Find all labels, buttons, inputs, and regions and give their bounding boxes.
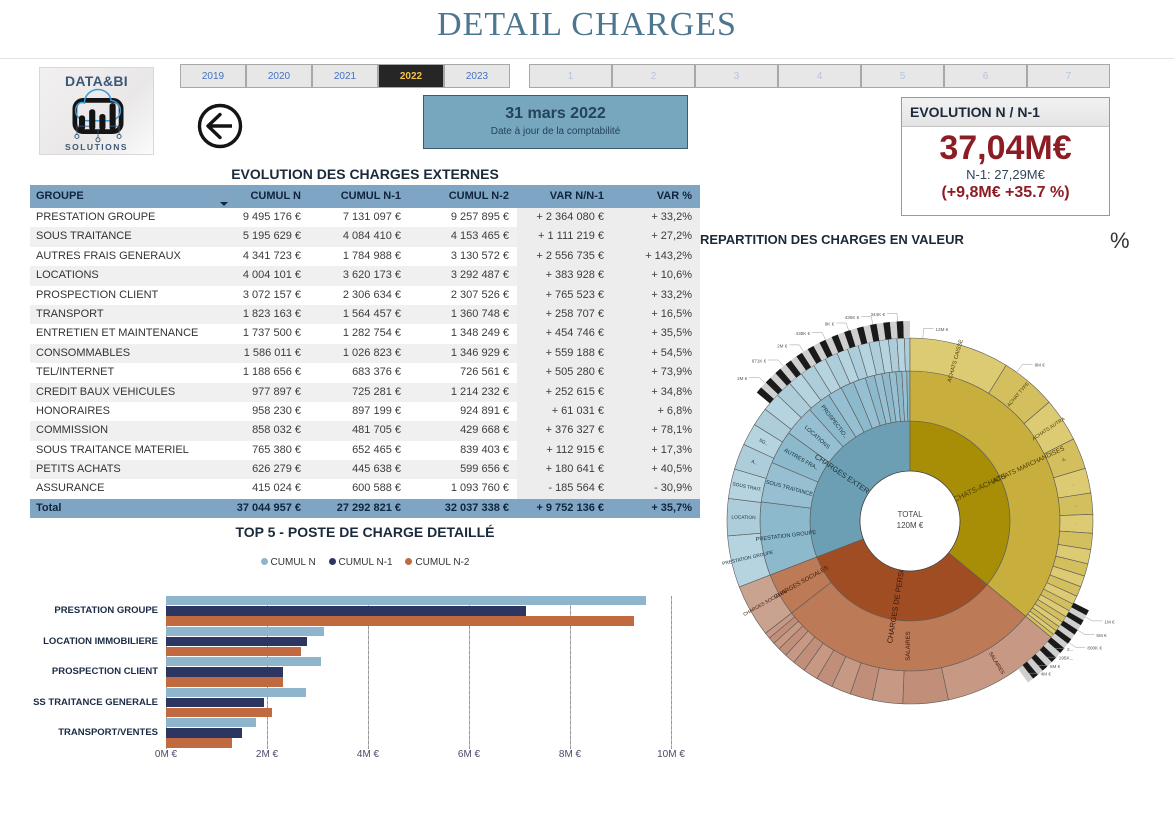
svg-text:LOCATION: LOCATION [731, 515, 756, 522]
svg-text:344K €: 344K € [870, 312, 885, 317]
svg-text:TOTAL: TOTAL [897, 510, 923, 519]
svg-text:2...: 2... [1067, 647, 1073, 652]
svg-text:438K €: 438K € [796, 331, 811, 336]
svg-text:..: .. [1074, 502, 1077, 507]
svg-text:435K €: 435K € [845, 315, 860, 320]
svg-text:5M €: 5M € [1096, 633, 1107, 638]
svg-text:2M €: 2M € [737, 376, 748, 381]
svg-text:671K €: 671K € [752, 359, 767, 364]
svg-text:.: . [1076, 521, 1077, 526]
svg-text:9K €: 9K € [825, 322, 835, 327]
svg-text:195K...: 195K... [1059, 656, 1074, 661]
svg-text:4M €: 4M € [1041, 672, 1052, 677]
svg-text:2M €: 2M € [777, 343, 788, 348]
svg-text:13M €: 13M € [936, 327, 949, 332]
svg-text:8M €: 8M € [1035, 363, 1046, 368]
svg-text:800K €: 800K € [1087, 646, 1102, 651]
svg-text:5M €: 5M € [1050, 664, 1061, 669]
svg-text:120M €: 120M € [897, 521, 924, 530]
svg-text:1M €: 1M € [1104, 619, 1115, 624]
svg-text:SALAIRES: SALAIRES [906, 631, 912, 660]
